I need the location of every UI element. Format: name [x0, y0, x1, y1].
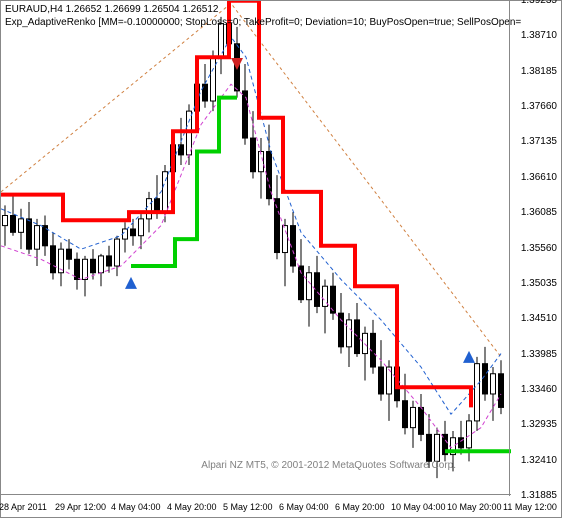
y-tick-label: 1.33460	[521, 384, 557, 395]
y-tick-label: 1.35035	[521, 278, 557, 289]
y-tick-label: 1.33985	[521, 349, 557, 360]
chart-container: EURAUD,H4 1.26652 1.26699 1.26504 1.2651…	[0, 0, 562, 518]
chart-title-line2: Exp_AdaptiveRenko [MM=-0.10000000; StopL…	[5, 17, 521, 28]
y-tick-label: 1.32410	[521, 455, 557, 466]
y-tick-label: 1.37660	[521, 101, 557, 112]
chart-title-line1: EURAUD,H4 1.26652 1.26699 1.26504 1.2651…	[5, 4, 219, 15]
x-tick-label: 6 May 04:00	[279, 502, 329, 512]
y-tick-label: 1.36610	[521, 172, 557, 183]
x-tick-label: 10 May 04:00	[391, 502, 446, 512]
x-tick-label: 5 May 12:00	[223, 502, 273, 512]
chart-plot-area[interactable]: EURAUD,H4 1.26652 1.26699 1.26504 1.2651…	[1, 1, 511, 496]
y-tick-label: 1.38185	[521, 66, 557, 77]
chart-footer: Alpari NZ MT5, © 2001-2012 MetaQuotes So…	[201, 460, 456, 471]
y-tick-label: 1.32935	[521, 419, 557, 430]
x-tick-label: 29 Apr 12:00	[55, 502, 106, 512]
y-tick-label: 1.37135	[521, 136, 557, 147]
x-tick-label: 6 May 20:00	[335, 502, 385, 512]
x-tick-label: 11 May 12:00	[503, 502, 557, 512]
y-tick-label: 1.31885	[521, 490, 557, 501]
y-tick-label: 1.35560	[521, 243, 557, 254]
y-axis: 1.39235 1.38710 1.38185 1.37660 1.37135 1.366…	[509, 1, 561, 496]
x-tick-label: 4 May 20:00	[167, 502, 217, 512]
x-tick-label: 4 May 04:00	[111, 502, 161, 512]
y-tick-label: 1.36085	[521, 207, 557, 218]
y-tick-label: 1.38710	[521, 30, 557, 41]
y-tick-label: 1.39235	[521, 0, 557, 6]
y-tick-label: 1.34510	[521, 313, 557, 324]
chart-svg	[1, 1, 511, 496]
x-axis: 28 Apr 2011 29 Apr 12:00 4 May 04:00 4 May …	[1, 494, 511, 517]
x-tick-label: 28 Apr 2011	[0, 502, 47, 512]
x-tick-label: 10 May 20:00	[447, 502, 502, 512]
